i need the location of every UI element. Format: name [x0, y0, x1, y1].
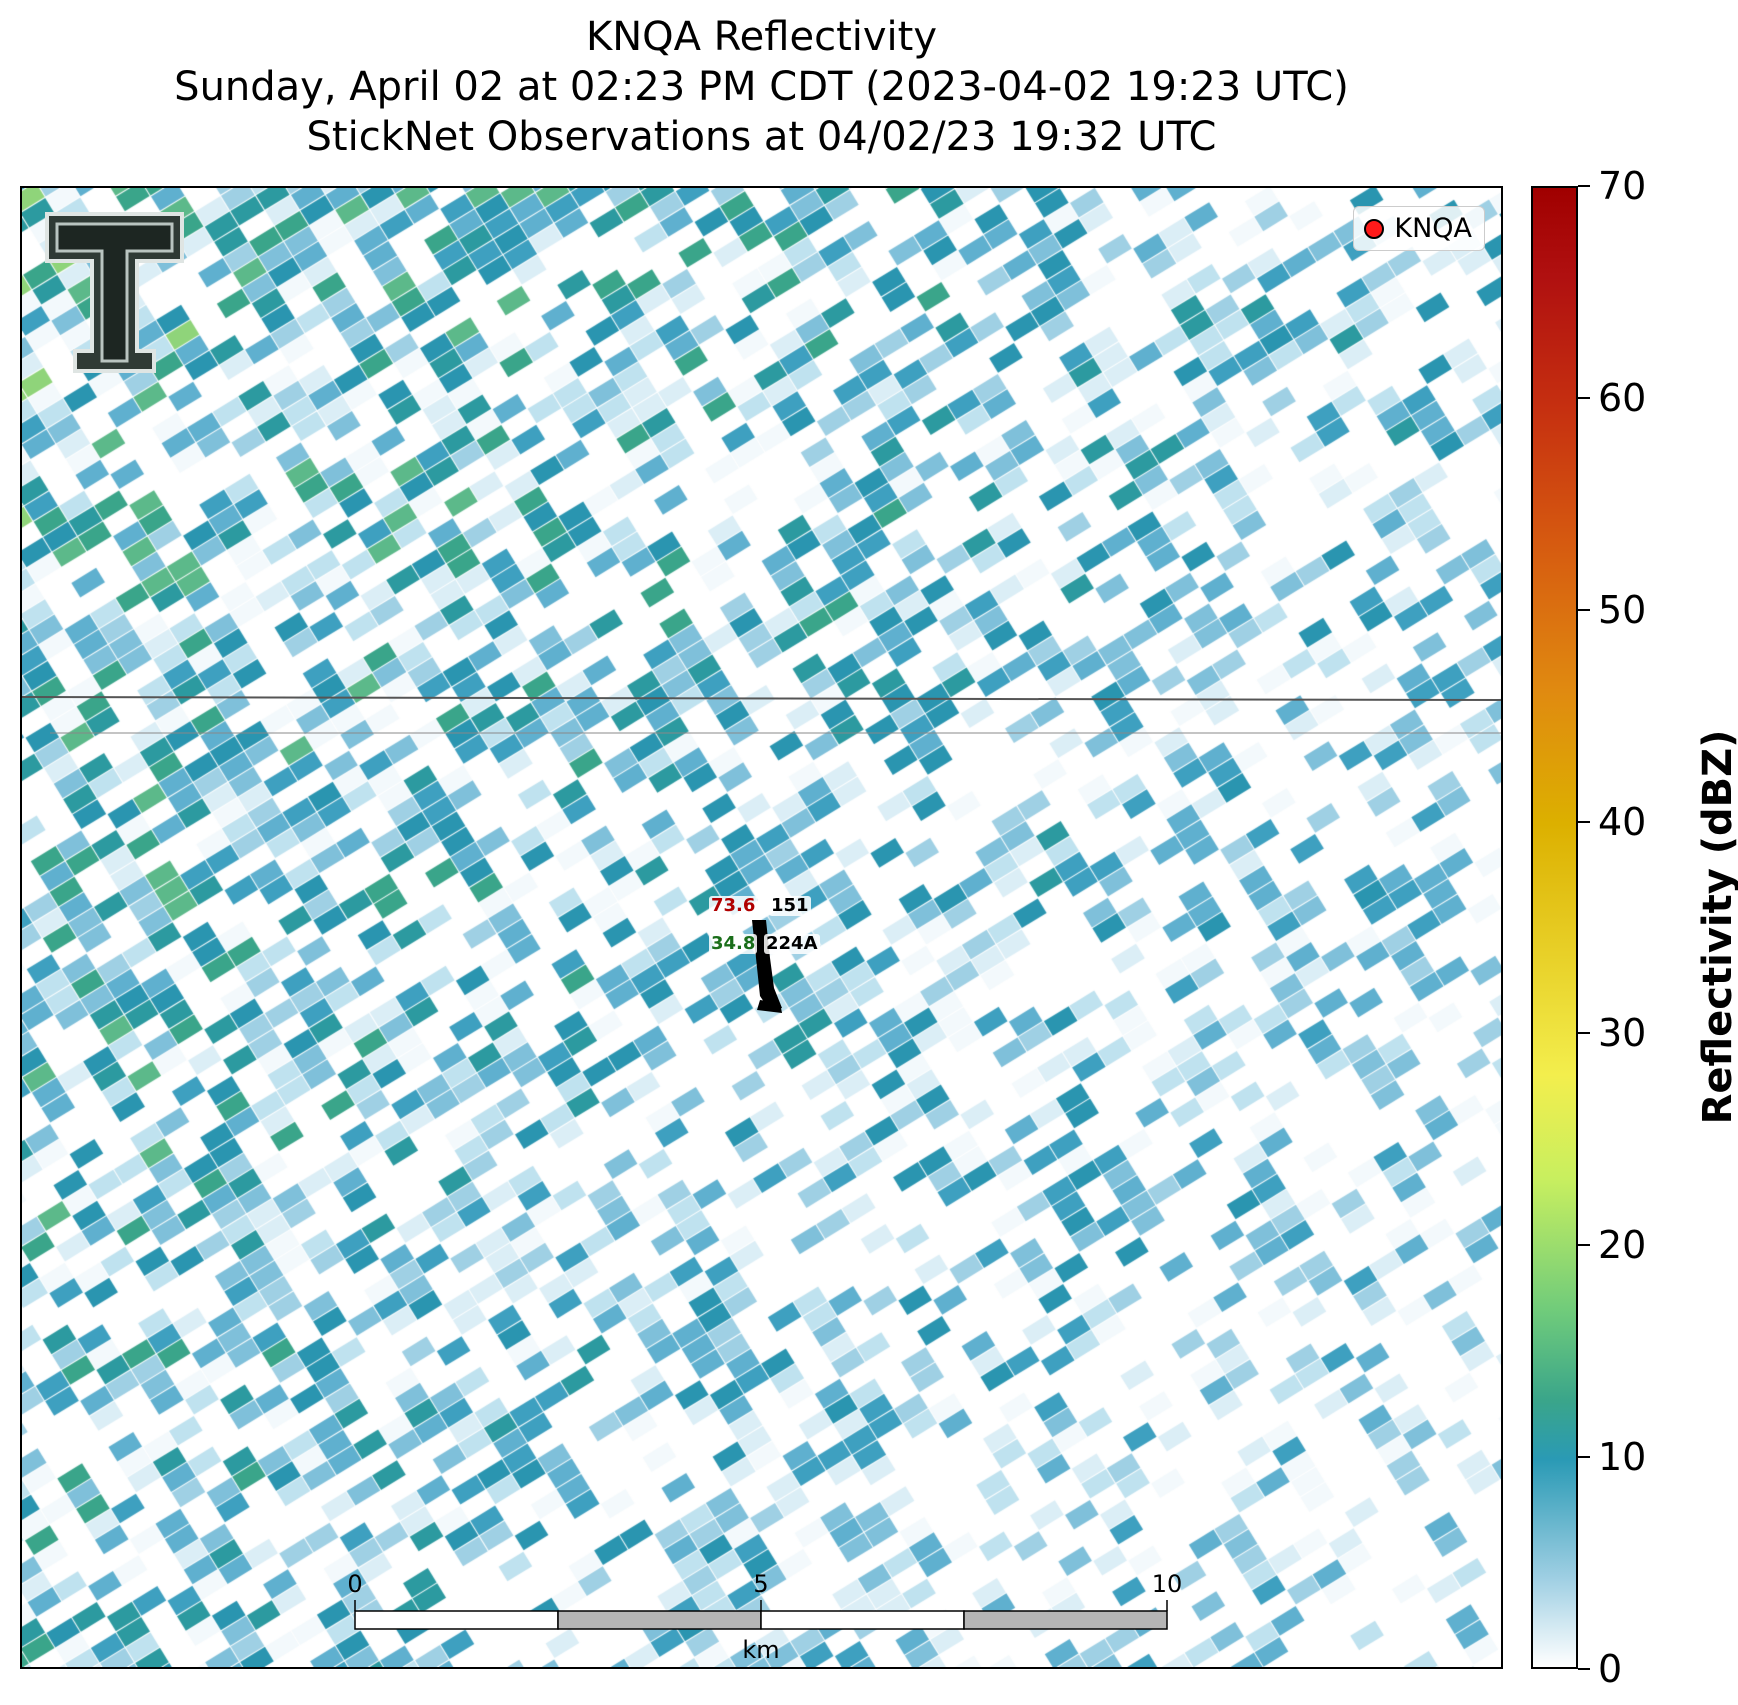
colorbar-tick-label: 70: [1598, 164, 1647, 208]
obs-station-id: 224A: [764, 933, 820, 954]
radar-site-marker-icon: [1364, 218, 1385, 239]
obs-pressure: 151: [769, 895, 811, 916]
colorbar-tick: [1578, 185, 1590, 187]
scale-tick-label: 0: [347, 1570, 363, 1598]
colorbar-tick: [1578, 396, 1590, 399]
legend-label: KNQA: [1394, 213, 1472, 244]
radar-map[interactable]: KNQA 73.6 151 34.8 224A 0 5 10 km: [20, 186, 1503, 1669]
boundary-line: [22, 696, 1501, 701]
scale-bar: [354, 1600, 1168, 1630]
scale-tick-label: 10: [1151, 1570, 1183, 1598]
colorbar-tick: [1578, 1668, 1590, 1670]
map-legend: KNQA: [1353, 206, 1485, 251]
chart-subtitle-observations: StickNet Observations at 04/02/23 19:32 …: [306, 114, 1217, 160]
colorbar-tick: [1578, 1244, 1590, 1247]
scale-unit-label: km: [742, 1636, 780, 1664]
obs-dewpoint: 34.8: [709, 933, 758, 954]
colorbar-tick: [1578, 820, 1590, 823]
colorbar-tick-label: 40: [1598, 799, 1647, 844]
obs-temperature: 73.6: [709, 895, 758, 916]
reflectivity-colorbar: [1531, 186, 1578, 1669]
colorbar-tick-label: 20: [1598, 1223, 1647, 1268]
map-overlay: [22, 696, 1501, 1630]
colorbar-tick: [1578, 1456, 1590, 1459]
colorbar-tick-label: 10: [1598, 1435, 1647, 1480]
colorbar-tick-label: 60: [1598, 375, 1647, 420]
colorbar-tick-label: 0: [1598, 1647, 1623, 1691]
wind-barb-icon: [752, 920, 782, 1013]
colorbar-tick-label: 50: [1598, 587, 1647, 632]
scale-tick-label: 5: [753, 1570, 769, 1598]
colorbar-tick: [1578, 1032, 1590, 1035]
chart-title: KNQA Reflectivity: [585, 14, 938, 60]
colorbar-title: Reflectivity (dBZ): [1695, 729, 1738, 1125]
texas-tech-logo-icon: [45, 212, 184, 373]
chart-subtitle-time: Sunday, April 02 at 02:23 PM CDT (2023-0…: [174, 64, 1349, 110]
colorbar-tick-label: 30: [1598, 1011, 1647, 1056]
colorbar-tick: [1578, 608, 1590, 611]
